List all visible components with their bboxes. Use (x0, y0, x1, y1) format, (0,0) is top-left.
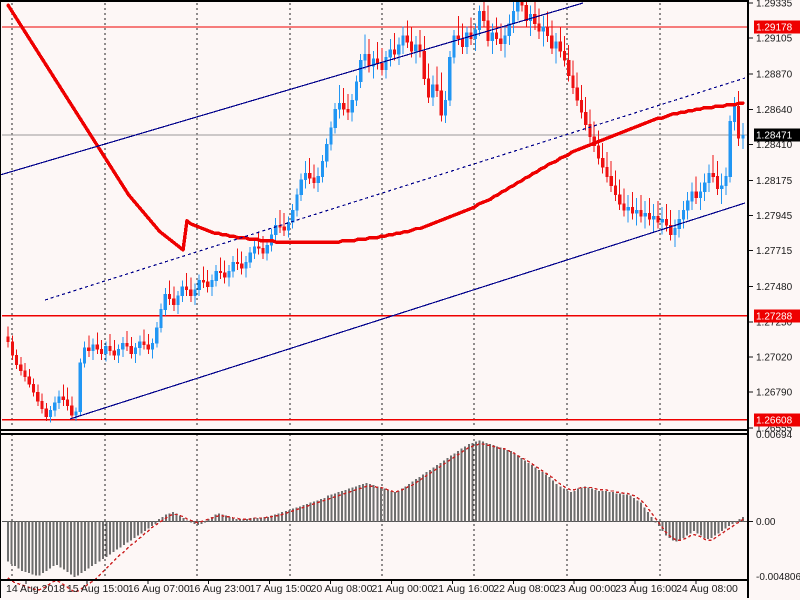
time-axis-label: 15 Aug 15:00 (67, 583, 129, 595)
axis-ticks (749, 2, 753, 523)
time-axis-label: 23 Aug 16:00 (615, 583, 677, 595)
price-level-badge (754, 309, 800, 323)
time-axis-label: 24 Aug 08:00 (676, 583, 738, 595)
time-axis-label: 17 Aug 15:00 (250, 583, 312, 595)
price-tick-label: 1.27480 (756, 282, 793, 293)
trend-lines (0, 2, 746, 420)
price-level-lines (2, 26, 747, 421)
price-tick-label: 1.29105 (756, 34, 793, 45)
price-level-badge (754, 413, 800, 427)
price-axis-labels: 1.29335 1.29105 1.28870 1.28640 1.28410 1.281… (754, 0, 800, 583)
price-tick-label: 1.28175 (756, 176, 793, 187)
price-tick-label: 1.26555 (756, 424, 793, 435)
price-level-label: 1.29178 (756, 23, 793, 34)
price-tick-label: 1.27715 (756, 246, 793, 257)
price-tick-label: 1.28640 (756, 105, 793, 116)
time-axis-label: 22 Aug 08:00 (493, 583, 555, 595)
moving-average-line (6, 3, 745, 252)
macd-tick-label: 0.00694 (756, 430, 793, 441)
price-level-label: 1.26608 (756, 415, 793, 426)
price-tick-label: 1.28870 (756, 70, 793, 81)
price-tick-label: 1.27945 (756, 211, 793, 222)
time-axis-labels: 14 Aug 2018 15 Aug 15:00 16 Aug 07:00 16 Au… (6, 581, 738, 595)
price-tick-label: 1.29335 (756, 0, 793, 10)
time-axis-label: 16 Aug 07:00 (128, 583, 190, 595)
price-level-label: 1.27288 (756, 311, 793, 322)
price-tick-label: 1.27250 (756, 317, 793, 328)
time-axis-label: 23 Aug 00:00 (554, 583, 616, 595)
candlestick-series (6, 0, 745, 423)
time-axis-label: 21 Aug 16:00 (432, 583, 494, 595)
time-axis-label: 21 Aug 00:00 (371, 583, 433, 595)
macd-tick-label: 0.00 (756, 517, 776, 528)
time-axis-label: 16 Aug 23:00 (189, 583, 251, 595)
time-axis-label: 14 Aug 2018 (6, 583, 65, 595)
macd-tick-label: -0.004806 (756, 572, 800, 583)
price-tick-label: 1.26790 (756, 388, 793, 399)
current-price-badge (754, 128, 800, 142)
price-tick-label: 1.28410 (756, 140, 793, 151)
time-axis-label: 20 Aug 08:00 (311, 583, 373, 595)
chart-frame (0, 0, 749, 598)
current-price-label: 1.28471 (756, 131, 793, 142)
macd-series (6, 440, 745, 593)
price-tick-label: 1.27020 (756, 352, 793, 363)
price-level-badge (754, 20, 800, 34)
